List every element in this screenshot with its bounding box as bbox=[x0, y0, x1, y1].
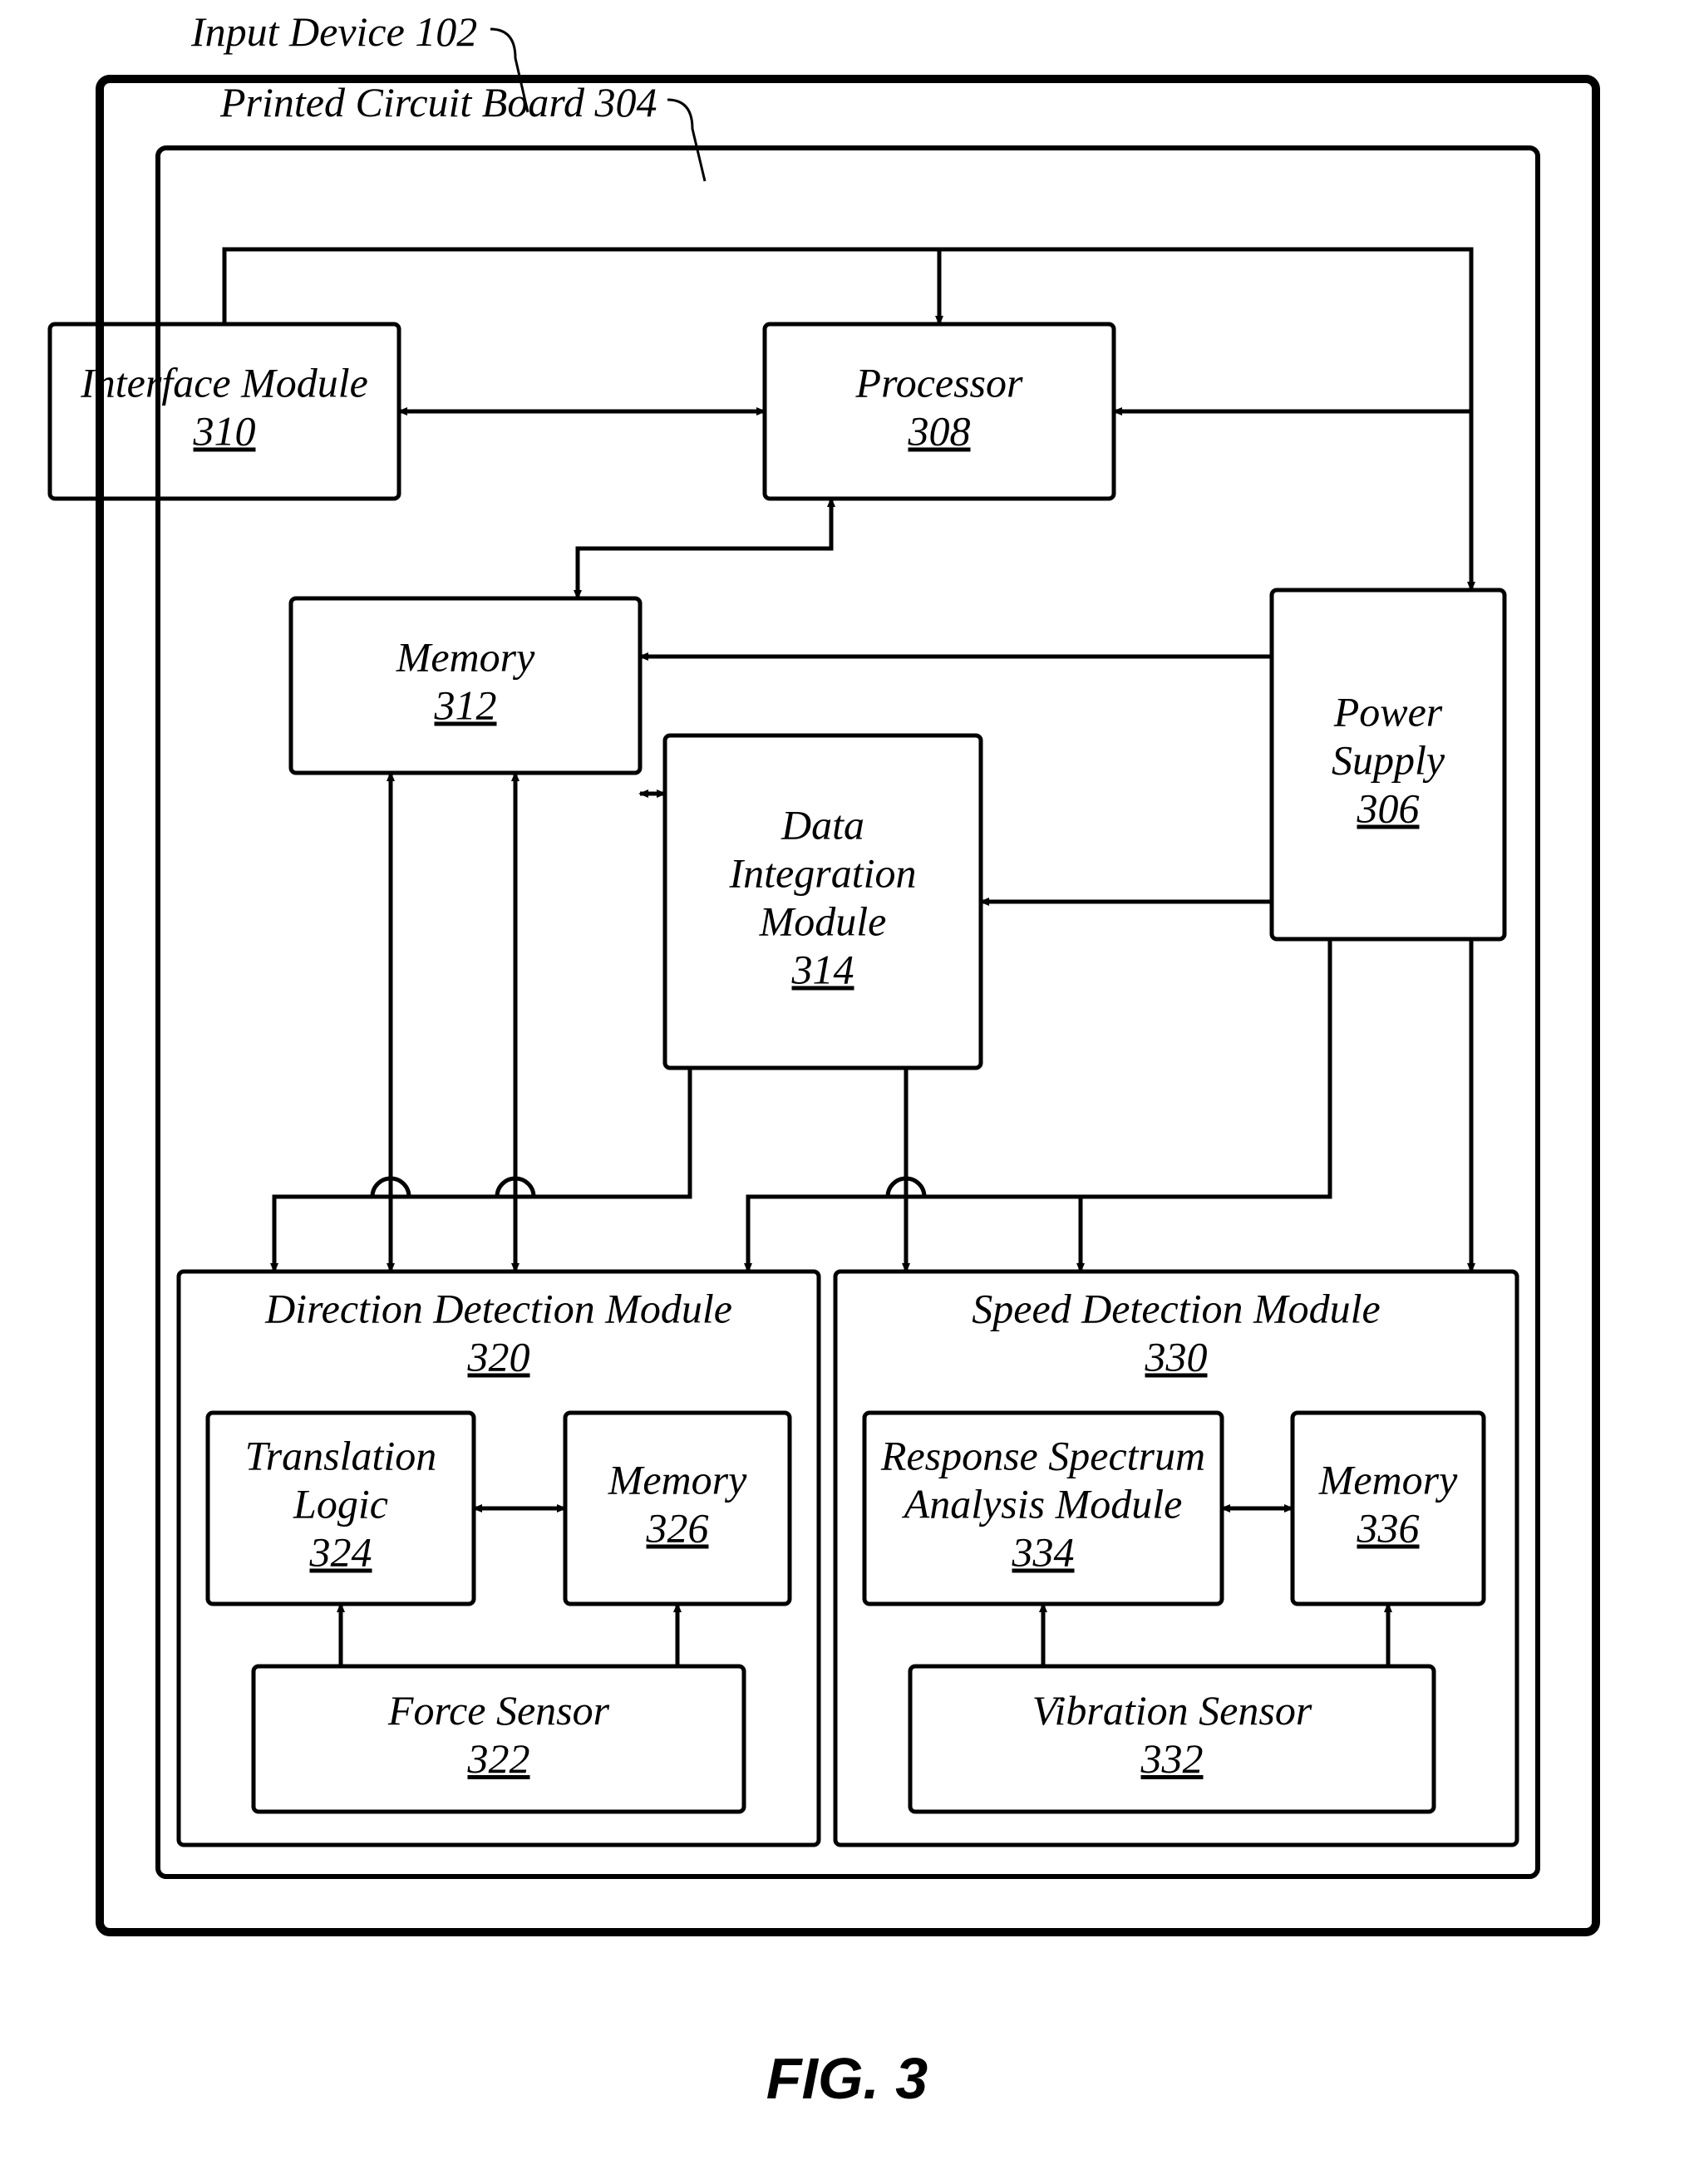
conn-processor-memory bbox=[578, 499, 831, 598]
label-input-device: Input Device 102 bbox=[190, 8, 477, 55]
power-ref: 306 bbox=[1357, 785, 1420, 831]
ddm-ref: 320 bbox=[467, 1333, 530, 1380]
memory-title: Memory bbox=[396, 633, 535, 680]
conn-power-sdm-2 bbox=[1081, 1197, 1330, 1272]
sdm-ref: 330 bbox=[1145, 1333, 1208, 1380]
ddm-title: Direction Detection Module bbox=[264, 1285, 732, 1331]
sdm-title: Speed Detection Module bbox=[972, 1285, 1380, 1331]
interface-ref: 310 bbox=[193, 407, 256, 454]
power-title: Supply bbox=[1332, 736, 1445, 783]
memory-ref: 312 bbox=[434, 681, 497, 728]
trans-logic-ref: 324 bbox=[309, 1528, 372, 1575]
figure-label: FIG. 3 bbox=[766, 2046, 928, 2111]
processor-ref: 308 bbox=[908, 407, 971, 454]
data-int-title: Module bbox=[759, 898, 887, 944]
data-int-title: Integration bbox=[729, 849, 917, 896]
conn-dataint-ddm bbox=[274, 1068, 690, 1272]
conn-power-processor bbox=[1114, 411, 1471, 590]
sdm-mem-title: Memory bbox=[1318, 1456, 1458, 1503]
block-diagram: Input Device 102 Printed Circuit Board 30… bbox=[0, 0, 1694, 2184]
diagram-page: Input Device 102 Printed Circuit Board 30… bbox=[0, 0, 1694, 2184]
ddm-mem-title: Memory bbox=[608, 1456, 747, 1503]
force-title: Force Sensor bbox=[387, 1687, 610, 1734]
power-title: Power bbox=[1333, 688, 1443, 735]
processor-title: Processor bbox=[855, 359, 1023, 406]
data-int-title: Data bbox=[781, 801, 864, 848]
trans-logic-title: Logic bbox=[293, 1480, 388, 1527]
conn-interface-power bbox=[224, 249, 1471, 590]
rsa-ref: 334 bbox=[1012, 1528, 1075, 1575]
interface-title: Interface Module bbox=[80, 359, 368, 406]
label-pcb: Printed Circuit Board 304 bbox=[219, 79, 657, 125]
rsa-title: Response Spectrum bbox=[880, 1432, 1205, 1478]
vib-title: Vibration Sensor bbox=[1032, 1687, 1312, 1734]
force-ref: 322 bbox=[467, 1735, 530, 1782]
data-int-ref: 314 bbox=[791, 946, 854, 992]
sdm-mem-ref: 336 bbox=[1357, 1504, 1420, 1551]
leader-pcb bbox=[667, 100, 705, 181]
trans-logic-title: Translation bbox=[245, 1432, 437, 1478]
ddm-mem-ref: 326 bbox=[646, 1504, 709, 1551]
rsa-title: Analysis Module bbox=[902, 1480, 1183, 1527]
vib-ref: 332 bbox=[1140, 1735, 1204, 1782]
